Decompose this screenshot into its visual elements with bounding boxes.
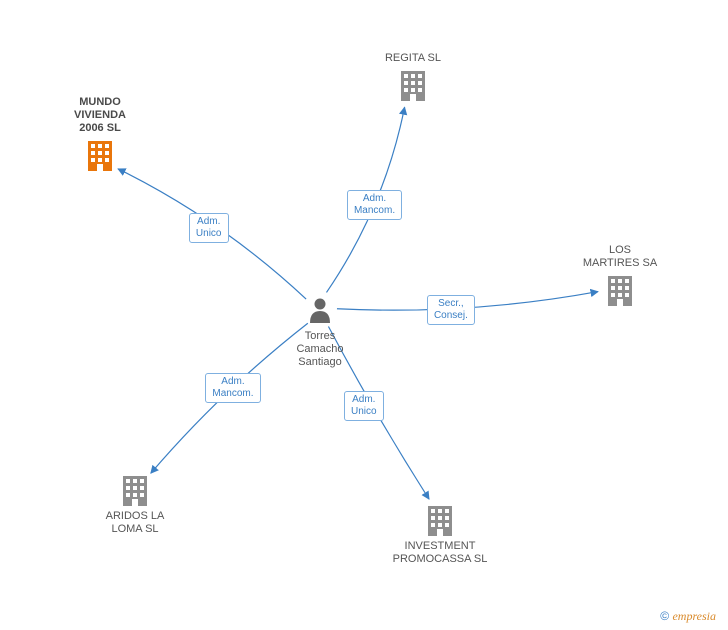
edge-label: Adm. Unico [189, 213, 229, 243]
copyright-symbol: © [660, 609, 669, 623]
company-label: ARIDOS LA LOMA SL [75, 510, 195, 536]
footer-credit: © empresia [660, 609, 716, 624]
company-label: MUNDO VIVIENDA 2006 SL [40, 96, 160, 136]
building-icon [121, 474, 149, 511]
company-label: INVESTMENT PROMOCASSA SL [380, 540, 500, 566]
building-icon [606, 274, 634, 311]
edge-label: Secr., Consej. [427, 295, 475, 325]
company-label: LOS MARTIRES SA [560, 244, 680, 270]
building-icon [426, 504, 454, 541]
company-label: REGITA SL [353, 52, 473, 65]
edge-label: Adm. Mancom. [347, 190, 402, 220]
person-icon [309, 297, 331, 328]
person-label: Torres Camacho Santiago [280, 330, 360, 370]
building-icon [399, 69, 427, 106]
brand-name: empresia [672, 609, 716, 623]
building-icon [86, 139, 114, 176]
edge-label: Adm. Mancom. [205, 373, 260, 403]
edge-label: Adm. Unico [344, 391, 384, 421]
